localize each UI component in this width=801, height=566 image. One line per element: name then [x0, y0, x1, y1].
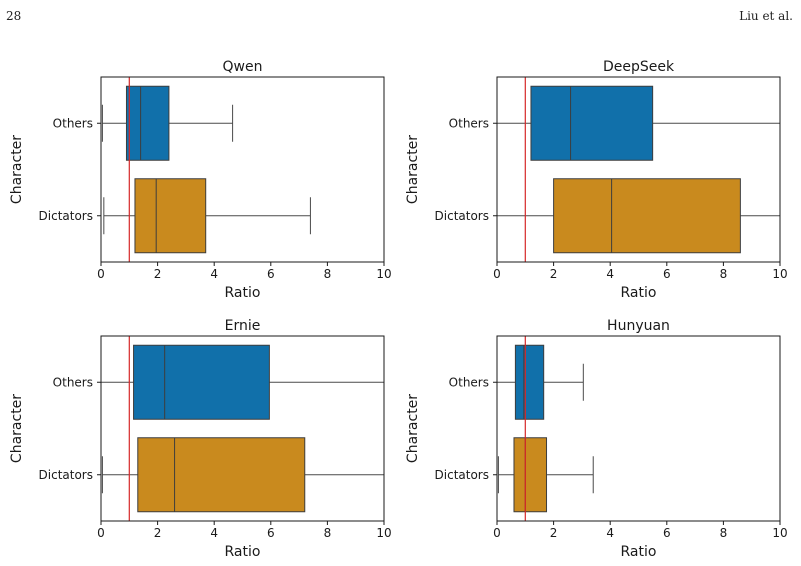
- box-others: [125, 85, 170, 161]
- box-dictators: [553, 178, 741, 254]
- x-tick-label: 0: [493, 526, 501, 540]
- y-tick-label: Dictators: [435, 209, 489, 223]
- x-tick-label: 4: [210, 526, 218, 540]
- y-tick-label: Dictators: [39, 209, 93, 223]
- x-tick-label: 2: [154, 267, 162, 281]
- chart-title: Qwen: [223, 59, 263, 75]
- chart-panel-hunyuan: Hunyuan 0 2 4 6 8 10 Others Dictators Ratio Charac…: [405, 318, 788, 560]
- x-tick-label: 0: [97, 267, 105, 281]
- y-tick-label: Others: [53, 116, 93, 130]
- x-axis-label: Ratio: [225, 544, 261, 560]
- x-tick-label: 6: [663, 526, 671, 540]
- x-tick-label: 6: [267, 267, 275, 281]
- x-tick-label: 8: [720, 267, 728, 281]
- x-tick-label: 2: [154, 526, 162, 540]
- chart-title: DeepSeek: [603, 59, 675, 75]
- x-axis-label: Ratio: [621, 285, 657, 301]
- x-axis-label: Ratio: [621, 544, 657, 560]
- page-header: 28 Liu et al.: [0, 0, 801, 40]
- y-axis-label: Character: [9, 135, 25, 204]
- box-others: [530, 85, 654, 161]
- x-axis-label: Ratio: [225, 285, 261, 301]
- plot-frame: [100, 335, 385, 522]
- x-tick-label: 6: [663, 267, 671, 281]
- y-axis-label: Character: [9, 394, 25, 463]
- running-authors: Liu et al.: [739, 9, 793, 23]
- chart-panel-qwen: Qwen 0 2 4 6 8 10 Others Dictators Ratio Character: [9, 59, 392, 301]
- x-tick-label: 10: [376, 267, 391, 281]
- y-tick-label: Dictators: [39, 468, 93, 482]
- page-number: 28: [6, 9, 22, 23]
- x-tick-label: 10: [772, 526, 787, 540]
- x-tick-label: 8: [324, 526, 332, 540]
- x-tick-label: 0: [493, 267, 501, 281]
- plot-frame: [496, 76, 781, 263]
- chart-panel-ernie: Ernie 0 2 4 6 8 10 Others Dictators Ratio Characte…: [9, 318, 392, 560]
- box-dictators: [134, 178, 207, 254]
- x-tick-label: 10: [376, 526, 391, 540]
- x-tick-label: 0: [97, 526, 105, 540]
- x-tick-label: 2: [550, 267, 558, 281]
- y-axis-label: Character: [405, 394, 421, 463]
- x-tick-label: 4: [210, 267, 218, 281]
- plot-frame: [496, 335, 781, 522]
- box-others: [133, 344, 270, 420]
- chart-title: Hunyuan: [607, 318, 670, 334]
- x-tick-label: 2: [550, 526, 558, 540]
- x-tick-label: 8: [324, 267, 332, 281]
- box-dictators: [137, 437, 306, 513]
- plot-frame: [100, 76, 385, 263]
- box-others: [514, 344, 545, 420]
- chart-title: Ernie: [225, 318, 261, 334]
- y-tick-label: Others: [449, 375, 489, 389]
- y-axis-label: Character: [405, 135, 421, 204]
- x-tick-label: 4: [606, 526, 614, 540]
- y-tick-label: Others: [53, 375, 93, 389]
- x-tick-label: 8: [720, 526, 728, 540]
- x-tick-label: 6: [267, 526, 275, 540]
- box-dictators: [513, 437, 548, 513]
- x-tick-label: 4: [606, 267, 614, 281]
- y-tick-label: Others: [449, 116, 489, 130]
- y-tick-label: Dictators: [435, 468, 489, 482]
- chart-panel-deepseek: DeepSeek 0 2 4 6 8 10 Others Dictators Ratio Chara…: [405, 59, 788, 301]
- x-tick-label: 10: [772, 267, 787, 281]
